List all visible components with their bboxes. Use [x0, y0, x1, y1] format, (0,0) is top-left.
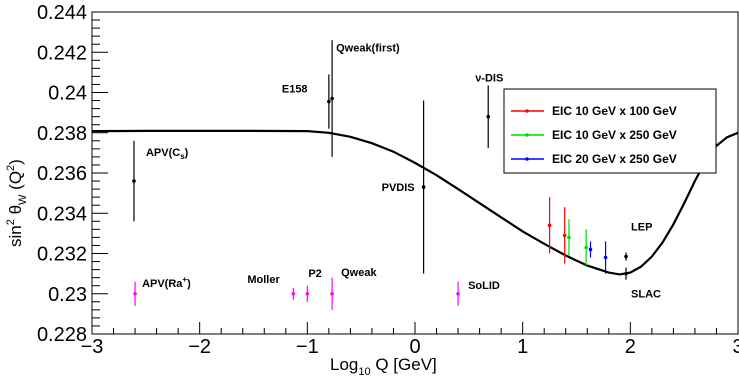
x-tick-label: 3	[732, 336, 739, 358]
projection-moller-marker	[291, 291, 296, 296]
eic-series-1-marker	[584, 245, 588, 250]
eic-series-1-marker	[567, 235, 571, 240]
x-tick-label: 0	[409, 336, 420, 358]
eic-series-2-marker	[588, 247, 593, 252]
measurement-slac-marker	[624, 271, 628, 276]
axis-tick-labels: −3 −2 −1 0 1 2 3 0.228 0.23 0.232 0.234 0.236 0.238 0…	[37, 2, 739, 358]
y-tick-label: 0.244	[37, 2, 87, 24]
x-tick-label: −1	[296, 336, 319, 358]
projection-apv-ra-marker	[133, 291, 137, 296]
projection-p2-marker	[305, 291, 310, 296]
point-labels: APV(Cs) E158 Qweak(first) PVDIS ν-DIS LEP SLAC…	[142, 43, 661, 301]
legend: EIC 10 GeV x 100 GeV EIC 10 GeV x 250 Ge…	[503, 88, 717, 174]
eic-series-0-marker	[547, 223, 552, 228]
eic-series-0-marker	[562, 233, 567, 238]
x-tick-label: 2	[625, 336, 636, 358]
measurement-dis-marker	[486, 114, 491, 119]
legend-label-eic-10x250: EIC 10 GeV x 250 GeV	[552, 128, 677, 142]
y-axis-title: sin2 θW (Q2)	[5, 159, 29, 247]
legend-label-eic-20x250: EIC 20 GeV x 250 GeV	[552, 152, 677, 166]
x-tick-label: 1	[517, 336, 528, 358]
legend-marker-eic-10x250	[525, 133, 529, 137]
eic-series-2-marker	[603, 255, 608, 260]
x-tick-label: −2	[188, 336, 211, 358]
label-pvdis: PVDIS	[382, 182, 415, 194]
legend-box	[503, 88, 717, 174]
legend-marker-eic-20x250	[525, 157, 529, 161]
measurement-qweak-first-marker	[330, 96, 334, 101]
label-apv-ra: APV(Ra+)	[142, 275, 191, 290]
label-lep: LEP	[631, 222, 652, 234]
y-tick-label: 0.228	[37, 324, 87, 346]
projection-qweak-marker	[330, 291, 334, 296]
y-tick-label: 0.236	[37, 163, 87, 185]
label-qweak: Qweak	[341, 267, 377, 279]
projection-solid-marker	[456, 291, 460, 296]
theory-curve	[91, 129, 739, 276]
label-p2: P2	[308, 268, 321, 280]
y-tick-label: 0.24	[48, 83, 87, 105]
label-e158: E158	[282, 84, 308, 96]
y-tick-label: 0.242	[37, 42, 87, 64]
measurement-apv-cs-marker	[132, 179, 136, 183]
y-tick-label: 0.234	[37, 203, 87, 225]
label-apv-cs: APV(Cs)	[146, 147, 189, 161]
y-tick-label: 0.23	[48, 284, 87, 306]
measurement-e158-marker	[327, 99, 331, 104]
label-dis: ν-DIS	[475, 73, 503, 85]
y-tick-label: 0.232	[37, 244, 87, 266]
legend-marker-eic-10x100	[525, 109, 529, 113]
measurement-pvdis-marker	[421, 185, 426, 189]
x-tick-label: −3	[81, 336, 104, 358]
label-solid: SoLID	[468, 280, 500, 292]
label-moller: Moller	[247, 274, 280, 286]
data-points	[132, 40, 628, 310]
measurement-lep-marker	[624, 254, 628, 259]
legend-label-eic-10x100: EIC 10 GeV x 100 GeV	[552, 104, 677, 118]
x-axis-title: Log10 Q [GeV]	[330, 355, 437, 378]
label-slac: SLAC	[631, 289, 661, 301]
axis-ticks	[91, 11, 739, 335]
label-qweak-first: Qweak(first)	[336, 43, 400, 55]
y-tick-label: 0.238	[37, 123, 87, 145]
